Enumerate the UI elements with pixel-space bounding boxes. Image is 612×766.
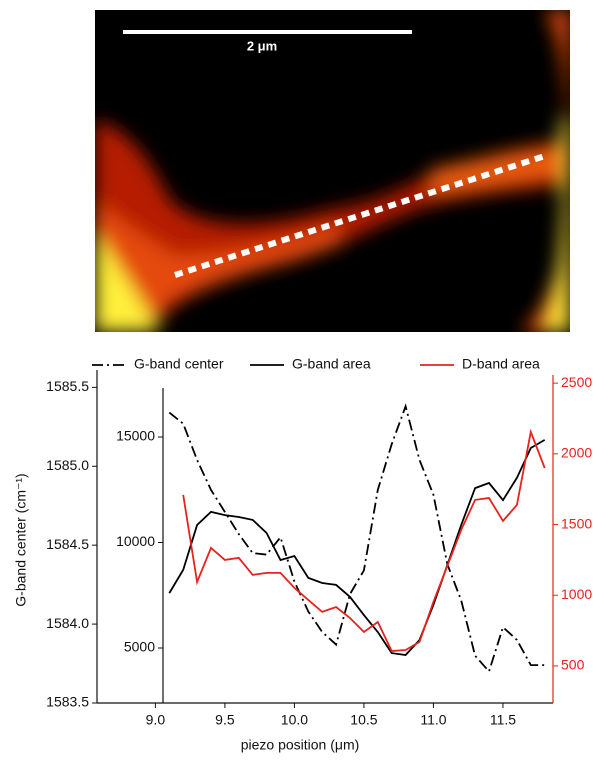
y-tick-label: 1000: [561, 586, 592, 602]
y-tick-label: 1584.0: [46, 615, 89, 631]
y-tick-label: 500: [561, 657, 585, 673]
y-tick-label: 1585.5: [46, 378, 89, 394]
legend-label: D-band area: [462, 356, 540, 372]
page: {"chart_data": { "type": "line", "scale_…: [0, 0, 612, 761]
series-line: [183, 432, 545, 651]
x-tick-label: 10.0: [281, 712, 308, 728]
x-tick-label: 11.0: [420, 712, 446, 728]
x-tick-label: 11.5: [490, 712, 516, 728]
series-line: [169, 440, 544, 655]
y-tick-label: 1500: [561, 515, 592, 531]
y-tick-label: 2500: [561, 374, 592, 390]
scale-bar-label: 2 μm: [247, 38, 277, 53]
y-tick-label: 1583.5: [46, 694, 89, 710]
legend-label: G-band center: [134, 356, 224, 372]
series-line: [169, 406, 544, 671]
x-axis-label: piezo position (μm): [241, 737, 360, 753]
legend-label: G-band area: [292, 356, 371, 372]
y-tick-label: 2000: [561, 445, 592, 461]
y-tick-label: 5000: [124, 639, 155, 655]
y-tick-label: 1585.0: [46, 457, 89, 473]
heatmap-image: 2 μm: [95, 10, 570, 332]
y-tick-label: 15000: [116, 428, 155, 444]
figure: 2 μm piezo position (μm) G-band center (…: [0, 0, 612, 761]
y-axis-label: G-band center (cm⁻¹): [13, 473, 29, 606]
x-tick-label: 10.5: [350, 712, 377, 728]
y-tick-label: 10000: [116, 533, 155, 549]
x-tick-label: 9.0: [146, 712, 166, 728]
y-tick-label: 1584.5: [46, 536, 89, 552]
x-tick-label: 9.5: [215, 712, 235, 728]
